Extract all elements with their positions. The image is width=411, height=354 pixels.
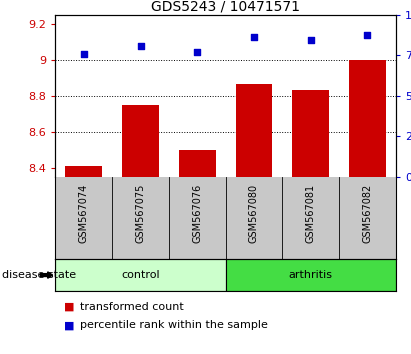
Text: GSM567082: GSM567082 <box>363 184 372 243</box>
Bar <box>236 84 272 177</box>
Point <box>364 32 371 38</box>
Text: control: control <box>121 270 160 280</box>
Text: ■: ■ <box>64 320 74 330</box>
Point <box>194 49 201 55</box>
Point <box>81 51 87 57</box>
Bar <box>55 259 226 291</box>
Text: GSM567080: GSM567080 <box>249 184 259 243</box>
Bar <box>349 60 386 177</box>
Bar <box>292 90 329 177</box>
Point <box>307 37 314 43</box>
Text: GSM567081: GSM567081 <box>306 184 316 243</box>
Text: ■: ■ <box>64 302 74 312</box>
Bar <box>179 150 216 177</box>
Bar <box>226 259 396 291</box>
Text: GSM567074: GSM567074 <box>79 184 89 243</box>
Text: GSM567075: GSM567075 <box>136 184 145 243</box>
Title: GDS5243 / 10471571: GDS5243 / 10471571 <box>151 0 300 14</box>
Text: percentile rank within the sample: percentile rank within the sample <box>80 320 268 330</box>
Text: arthritis: arthritis <box>289 270 333 280</box>
Text: transformed count: transformed count <box>80 302 184 312</box>
Point <box>137 44 144 49</box>
Point <box>251 34 257 40</box>
Bar <box>122 105 159 177</box>
Text: GSM567076: GSM567076 <box>192 184 202 243</box>
Text: disease state: disease state <box>2 270 76 280</box>
Bar <box>65 166 102 177</box>
